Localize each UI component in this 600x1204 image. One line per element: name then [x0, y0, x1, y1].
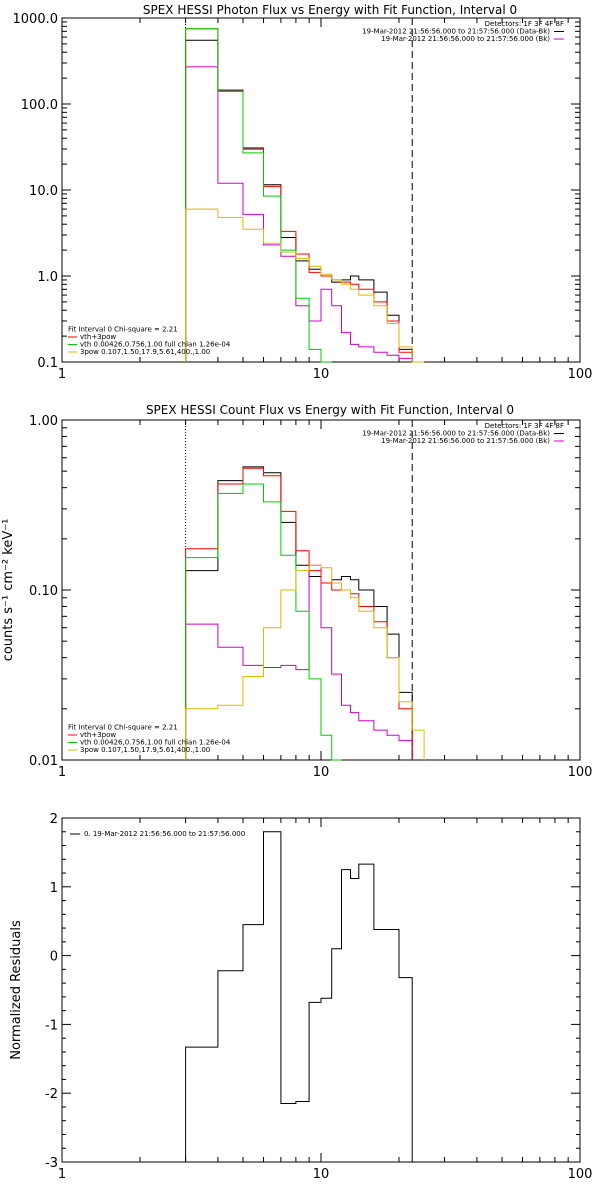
series-line-3pow [185, 208, 425, 363]
legend-label: Detectors: 1F 3F 4F 8F [485, 20, 564, 28]
plot-frame [61, 817, 581, 1163]
series-line-residuals [185, 831, 413, 1162]
chart-title: SPEX HESSI Count Flux vs Energy with Fit… [146, 403, 514, 417]
chart-title: SPEX HESSI Photon Flux vs Energy with Fi… [143, 3, 517, 17]
legend-label: 3pow 0.107,1.50,17.9,5.61,400.,1.00 [80, 348, 210, 356]
plot-area: 1 10 100 0.1 1.0 10.0 100.0 1000.0 Detectors: 1F… [13, 12, 593, 382]
y-tick-label: 1000.0 [13, 12, 59, 27]
series-line-3pow [185, 564, 425, 760]
photon-flux-panel: SPEX HESSI Photon Flux vs Energy with Fi… [13, 3, 593, 382]
series-line-vth [185, 483, 342, 761]
y-tick-label: 0.01 [29, 754, 58, 769]
plot-area: 1 10 100 -3 -2 -1 0 1 2 0. 19-Mar-2012 21:56:56.0… [45, 812, 592, 1182]
x-tick-label: 100 [568, 367, 593, 382]
y-axis-label: Normalized Residuals [9, 920, 24, 1060]
legend-label: vth+3pow [80, 333, 116, 341]
y-tick-label: 2 [50, 812, 58, 827]
series-line-vth-3pow [185, 467, 413, 760]
x-tick-label: 10 [313, 367, 330, 382]
legend-label: vth 0.00426,0.756,1.00 full chian 1.26e-… [80, 341, 231, 349]
y-tick-label: 100.0 [21, 98, 58, 113]
x-tick-label: 100 [568, 1167, 593, 1182]
series-line-data-bk [185, 466, 413, 760]
legend-label: 19-Mar-2012 21:56:56.000 to 21:57:56.000… [381, 437, 550, 445]
series-line-bk [185, 564, 413, 760]
legend-label: 3pow 0.107,1.50,17.9,5.61,400.,1.00 [80, 746, 210, 754]
y-tick-label: -3 [45, 1156, 58, 1171]
legend-label: 19-Mar-2012 21:56:56.000 to 21:57:56.000… [381, 35, 550, 43]
y-tick-label: 1.00 [29, 414, 58, 429]
legend-label: vth+3pow [80, 731, 116, 739]
series-line-vth-3pow [185, 28, 425, 363]
y-tick-label: 0.10 [29, 584, 58, 599]
x-tick-label: 100 [568, 765, 593, 780]
y-tick-label: 10.0 [29, 184, 58, 199]
x-tick-label: 1 [58, 367, 66, 382]
x-tick-label: 10 [313, 1167, 330, 1182]
series-line-vth [185, 28, 332, 363]
legend-label: 0. 19-Mar-2012 21:56:56.000 to 21:57:56.… [84, 830, 245, 838]
legend-label: Detectors: 1F 3F 4F 8F [485, 422, 564, 430]
y-axis-label: counts s⁻¹ cm⁻² keV⁻¹ [1, 519, 16, 662]
y-tick-label: 1.0 [37, 270, 58, 285]
y-tick-label: 0 [50, 950, 58, 965]
legend-label: Fit Interval 0 Chi-square = 2.21 [68, 724, 178, 732]
plot-area: 1 10 100 0.01 0.10 1.00 Detectors: 1F 3F 4F 8F… [29, 414, 592, 780]
y-tick-label: -1 [45, 1018, 58, 1033]
y-tick-label: 1 [50, 881, 58, 896]
y-tick-label: -2 [45, 1087, 58, 1102]
x-tick-label: 10 [313, 765, 330, 780]
count-flux-panel: SPEX HESSI Count Flux vs Energy with Fit… [1, 403, 592, 780]
y-tick-label: 0.1 [37, 356, 58, 371]
residuals-panel: 1 10 100 -3 -2 -1 0 1 2 0. 19-Mar-2012 21:56:56.0… [9, 812, 592, 1182]
legend-label: Fit Interval 0 Chi-square = 2.21 [68, 326, 178, 334]
legend-label: vth 0.00426,0.756,1.00 full chian 1.26e-… [80, 739, 231, 747]
x-tick-label: 1 [58, 1167, 66, 1182]
series-line-data-bk [185, 39, 413, 362]
series-line-bk [185, 66, 413, 362]
x-tick-label: 1 [58, 765, 66, 780]
legend-label: 19-Mar-2012 21:56:56.000 to 21:57:56.000… [362, 28, 550, 36]
legend-label: 19-Mar-2012 21:56:56.000 to 21:57:56.000… [362, 430, 550, 438]
